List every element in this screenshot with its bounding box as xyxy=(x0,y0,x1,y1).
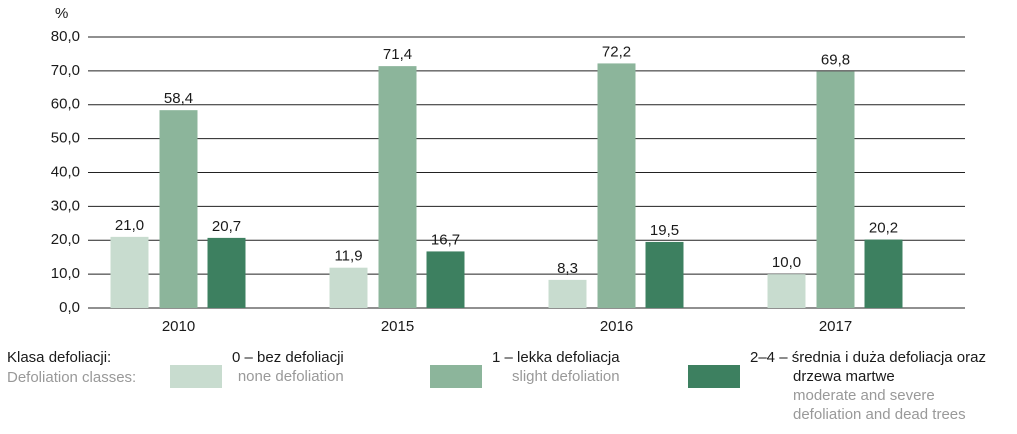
chart: % 0,0 10,0 20,0 30,0 40,0 50,0 60,0 70,0 80,0 201… xyxy=(51,5,965,335)
y-tick-label: 50,0 xyxy=(51,130,80,147)
value-label: 72,2 xyxy=(602,43,631,60)
value-label: 21,0 xyxy=(115,217,144,234)
legend-entry: 1 – lekka defoliacja slight defoliation xyxy=(492,348,620,386)
legend-label: 2–4 – średnia i duża defoliacja oraz drz… xyxy=(750,349,986,385)
legend-subtitle: Defoliation classes: xyxy=(7,369,137,386)
value-label: 10,0 xyxy=(772,254,801,271)
value-label: 20,7 xyxy=(212,218,241,235)
value-label: 19,5 xyxy=(650,222,679,239)
bar xyxy=(645,241,684,308)
y-tick-label: 20,0 xyxy=(51,231,80,248)
legend-swatch xyxy=(170,365,222,388)
value-label: 16,7 xyxy=(431,231,460,248)
y-tick-label: 60,0 xyxy=(51,96,80,113)
bar xyxy=(767,274,806,308)
value-label: 11,9 xyxy=(334,248,362,265)
bar xyxy=(110,236,149,308)
bar xyxy=(207,237,246,308)
y-tick-label: 30,0 xyxy=(51,197,80,214)
legend-label-en: moderate and severe defoliation and dead… xyxy=(793,387,966,423)
y-tick-label: 40,0 xyxy=(51,163,80,180)
value-label: 58,4 xyxy=(164,90,193,107)
bar xyxy=(159,110,198,308)
x-tick-label: 2010 xyxy=(162,318,195,335)
legend-swatch xyxy=(430,365,482,388)
legend-swatch xyxy=(688,365,740,388)
bar xyxy=(816,71,855,309)
legend-label: 1 – lekka defoliacja xyxy=(492,349,620,366)
bar xyxy=(548,279,587,308)
y-tick-label: 70,0 xyxy=(51,62,80,79)
bar xyxy=(864,239,903,308)
legend-title: Klasa defoliacji: xyxy=(7,349,112,366)
legend-entry: 2–4 – średnia i duża defoliacja oraz drz… xyxy=(750,348,1012,424)
legend-label-en: none defoliation xyxy=(237,368,344,385)
x-tick-label: 2017 xyxy=(819,318,852,335)
value-label: 69,8 xyxy=(821,52,850,69)
value-label: 8,3 xyxy=(557,260,578,277)
unit-label: % xyxy=(55,5,68,22)
bar xyxy=(329,267,368,308)
x-tick-label: 2015 xyxy=(381,318,414,335)
value-label: 71,4 xyxy=(383,46,412,63)
bar xyxy=(426,251,465,308)
bar xyxy=(597,63,636,308)
y-tick-label: 10,0 xyxy=(51,265,80,282)
y-tick-label: 0,0 xyxy=(59,299,80,316)
legend-entry: 0 – bez defoliacji none defoliation xyxy=(232,348,344,386)
legend-label-en: slight defoliation xyxy=(512,368,620,385)
y-tick-label: 80,0 xyxy=(51,28,80,45)
legend-label: 0 – bez defoliacji xyxy=(232,349,344,366)
value-label: 20,2 xyxy=(869,220,898,237)
x-tick-label: 2016 xyxy=(600,318,633,335)
bar xyxy=(378,66,417,308)
